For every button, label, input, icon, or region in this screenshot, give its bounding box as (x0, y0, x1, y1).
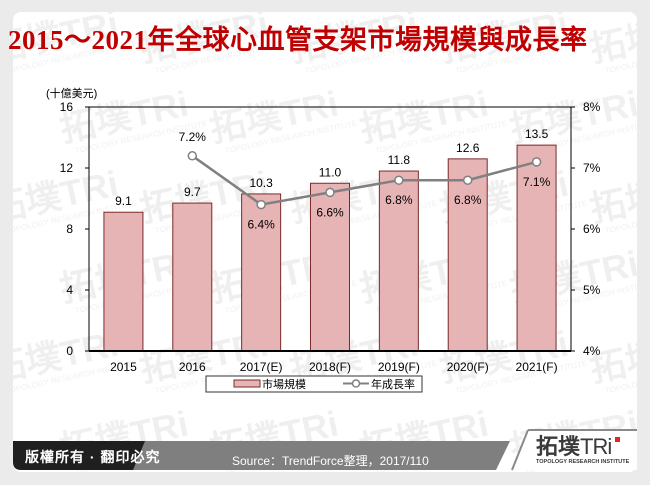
x-tick-label: 2019(F) (378, 360, 420, 374)
bar-value-label: 9.7 (184, 185, 201, 199)
bar-value-label: 13.5 (525, 127, 549, 141)
left-tick-label: 12 (60, 161, 74, 175)
line-marker (462, 175, 473, 185)
line-value-label: 7.1% (523, 175, 551, 189)
bar (241, 193, 282, 352)
copyright-notice: 版權所有 · 翻印必究 (25, 449, 161, 465)
bar-value-label: 11.8 (388, 153, 411, 167)
footer-gray-band-right (420, 441, 510, 470)
line-value-label: 6.8% (385, 193, 413, 207)
bar (172, 202, 213, 352)
line-value-label: 6.8% (454, 193, 482, 207)
logo-subtitle: TOPOLOGY RESEARCH INSTITUTE (536, 459, 630, 465)
right-tick-label: 8% (583, 100, 601, 114)
footer-gray-band (132, 441, 420, 470)
line-marker (394, 175, 404, 185)
line-marker (256, 199, 266, 210)
y-axis-unit-label: (十億美元) (46, 86, 97, 100)
bar-value-label: 9.1 (115, 194, 132, 208)
right-tick-label: 4% (583, 344, 601, 358)
legend-label-market-size: 市場規模 (262, 377, 306, 391)
x-tick-label: 2015 (110, 360, 137, 374)
bar-value-label: 12.6 (456, 141, 480, 155)
line-value-label: 6.6% (316, 205, 344, 219)
legend-label-growth-rate: 年成長率 (371, 377, 415, 391)
left-y-axis: 0 4 8 12 16 (60, 100, 89, 358)
bar-series-market-size: 9.1 9.7 10.3 11.0 11.8 12.6 13.5 (103, 127, 557, 352)
line-value-label: 7.2% (179, 130, 207, 144)
line-value-label: 6.4% (247, 218, 275, 232)
tri-logo: 拓墣 TRi TOPOLOGY RESEARCH INSTITUTE (536, 434, 630, 465)
x-tick-label: 2021(F) (516, 360, 558, 374)
bar-value-label: 11.0 (319, 165, 342, 179)
line-series-growth-rate: 7.2% 6.4% 6.6% 6.8% 6.8% 7.1% (179, 130, 551, 232)
footer-dark-tab (13, 441, 145, 470)
bar (103, 211, 144, 352)
legend: 市場規模 年成長率 (205, 375, 423, 393)
x-tick-label: 2017(E) (240, 360, 283, 374)
legend-bar-swatch (233, 379, 261, 388)
logo-cjk: 拓墣 (536, 435, 580, 460)
source-note: Source：TrendForce整理，2017/110 (232, 454, 429, 468)
footer-logo-slant-line (511, 429, 529, 471)
line-marker (531, 157, 542, 167)
line-marker (187, 151, 198, 161)
bar (310, 182, 350, 352)
right-y-axis: 4% 5% 6% 7% 8% (571, 100, 601, 358)
x-axis-labels: 2015 2016 2017(E) 2018(F) 2019(F) 2020(F) 2021… (110, 360, 558, 374)
x-tick-label: 2018(F) (309, 360, 351, 374)
logo-red-dot (615, 437, 620, 442)
bar (516, 144, 557, 352)
bar (447, 158, 488, 352)
right-tick-label: 5% (583, 283, 601, 297)
chart-title: 2015～2021年全球心血管支架市場規模與成長率 (8, 25, 588, 55)
right-tick-label: 7% (583, 161, 601, 175)
right-tick-label: 6% (583, 222, 601, 236)
x-tick-label: 2016 (179, 360, 206, 374)
legend-marker-icon (351, 379, 361, 388)
bar (378, 170, 419, 352)
left-tick-label: 4 (66, 283, 73, 297)
left-tick-label: 16 (60, 100, 74, 114)
footer-logo-slant (510, 431, 637, 470)
line-marker (325, 187, 335, 198)
left-tick-label: 8 (66, 222, 73, 236)
x-tick-label: 2020(F) (447, 360, 489, 374)
logo-tri: TRi (580, 434, 611, 459)
bar-value-label: 10.3 (249, 176, 273, 190)
left-tick-label: 0 (66, 344, 73, 358)
